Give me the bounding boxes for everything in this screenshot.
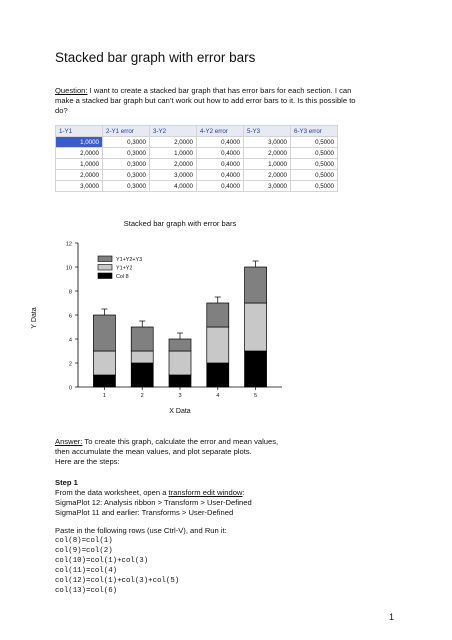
bar-segment (93, 374, 116, 388)
bar-segment (130, 350, 154, 364)
y-tick-label: 0 (69, 385, 72, 391)
y-tick-label: 12 (66, 241, 72, 247)
step1-heading: Step 1 (55, 478, 78, 487)
question-line-2: make a stacked bar graph but can’t work … (55, 96, 356, 105)
code-line: col(13)=col(6) (55, 587, 118, 595)
legend-swatch (97, 272, 113, 279)
y-tick-label: 10 (66, 265, 72, 271)
code-line: col(11)=col(4) (55, 567, 118, 575)
bar-segment (168, 338, 192, 352)
y-tick-label: 4 (69, 337, 72, 343)
legend-entry: Col 8 (116, 274, 129, 280)
table-cell[interactable]: 0,5000 (290, 180, 338, 192)
page-number: 1 (388, 612, 394, 622)
bar-segment (168, 350, 192, 376)
x-tick-label: 5 (254, 393, 257, 399)
chart-title: Stacked bar graph with error bars (124, 219, 237, 228)
question-line-3: do? (55, 106, 68, 115)
table-row: 1,0000 0,3000 2,0000 0,4000 3,0000 0,500… (55, 136, 338, 148)
worksheet-header-row: 1-Y1 2-Y1 error 3-Y2 4-Y2 error 5-Y3 6-Y… (55, 125, 338, 137)
bar-segment (168, 374, 192, 388)
bar-segment (206, 302, 230, 328)
legend-swatch (97, 264, 113, 271)
step1-line-sp12: SigmaPlot 12: Analysis ribbon > Transfor… (55, 498, 252, 507)
table-row: 3,0000 0,3000 4,0000 0,4000 3,0000 0,500… (55, 180, 338, 192)
answer-line-2: then accumulate the mean values, and plo… (55, 447, 252, 456)
table-row: 1,0000 0,3000 2,0000 0,4000 1,0000 0,500… (55, 158, 338, 170)
bar-segment (206, 362, 230, 388)
y-tick-label: 6 (69, 313, 72, 319)
table-cell[interactable]: 3,0000 (55, 180, 103, 192)
code-line: col(9)=col(2) (55, 547, 113, 555)
data-worksheet[interactable]: 1-Y1 2-Y1 error 3-Y2 4-Y2 error 5-Y3 6-Y… (55, 125, 338, 192)
bar-segment (206, 326, 230, 364)
x-tick-label: 3 (178, 393, 181, 399)
y-axis-label: Y Data (31, 307, 38, 328)
bar-segment (244, 350, 267, 388)
bar-segment (244, 302, 267, 352)
legend-entry: Y1+Y2+Y3 (116, 257, 142, 263)
bar-segment (244, 266, 267, 304)
bar-segment (130, 362, 154, 388)
bar-segment (93, 314, 116, 352)
question-line-1: Question: I want to create a stacked bar… (55, 86, 352, 95)
code-line: col(12)=col(1)+col(3)+col(5) (55, 577, 180, 585)
page-title: Stacked bar graph with error bars (55, 50, 256, 65)
answer-line-1: Answer: To create this graph, calculate … (55, 437, 279, 446)
col-header-6[interactable]: 6-Y3 error (290, 125, 338, 137)
answer-line-3: Here are the steps: (55, 457, 120, 466)
bar-segment (93, 350, 116, 376)
y-tick-label: 2 (69, 361, 72, 367)
code-line: col(8)=col(1) (55, 537, 113, 545)
x-axis-label: X Data (169, 408, 191, 415)
x-tick-label: 4 (216, 393, 219, 399)
bar-segment (130, 326, 154, 352)
y-tick-label: 8 (69, 289, 72, 295)
legend-entry: Y1+Y2 (116, 266, 132, 272)
step1-line-sp11: SigmaPlot 11 and earlier: Transforms > U… (55, 508, 234, 517)
step1-intro: From the data worksheet, open a transfor… (55, 488, 245, 497)
step1-paste-instruction: Paste in the following rows (use Ctrl-V)… (55, 526, 227, 535)
transform-edit-window-link[interactable]: transform edit window (168, 488, 243, 497)
legend-swatch (97, 255, 113, 262)
question-label: Question: (55, 86, 88, 95)
x-tick-label: 1 (103, 393, 106, 399)
x-tick-label: 2 (141, 393, 144, 399)
answer-label: Answer: (55, 437, 83, 446)
code-line: col(10)=col(1)+col(3) (55, 557, 149, 565)
table-row: 2,0000 0,3000 3,0000 0,4000 2,0000 0,500… (55, 169, 338, 181)
